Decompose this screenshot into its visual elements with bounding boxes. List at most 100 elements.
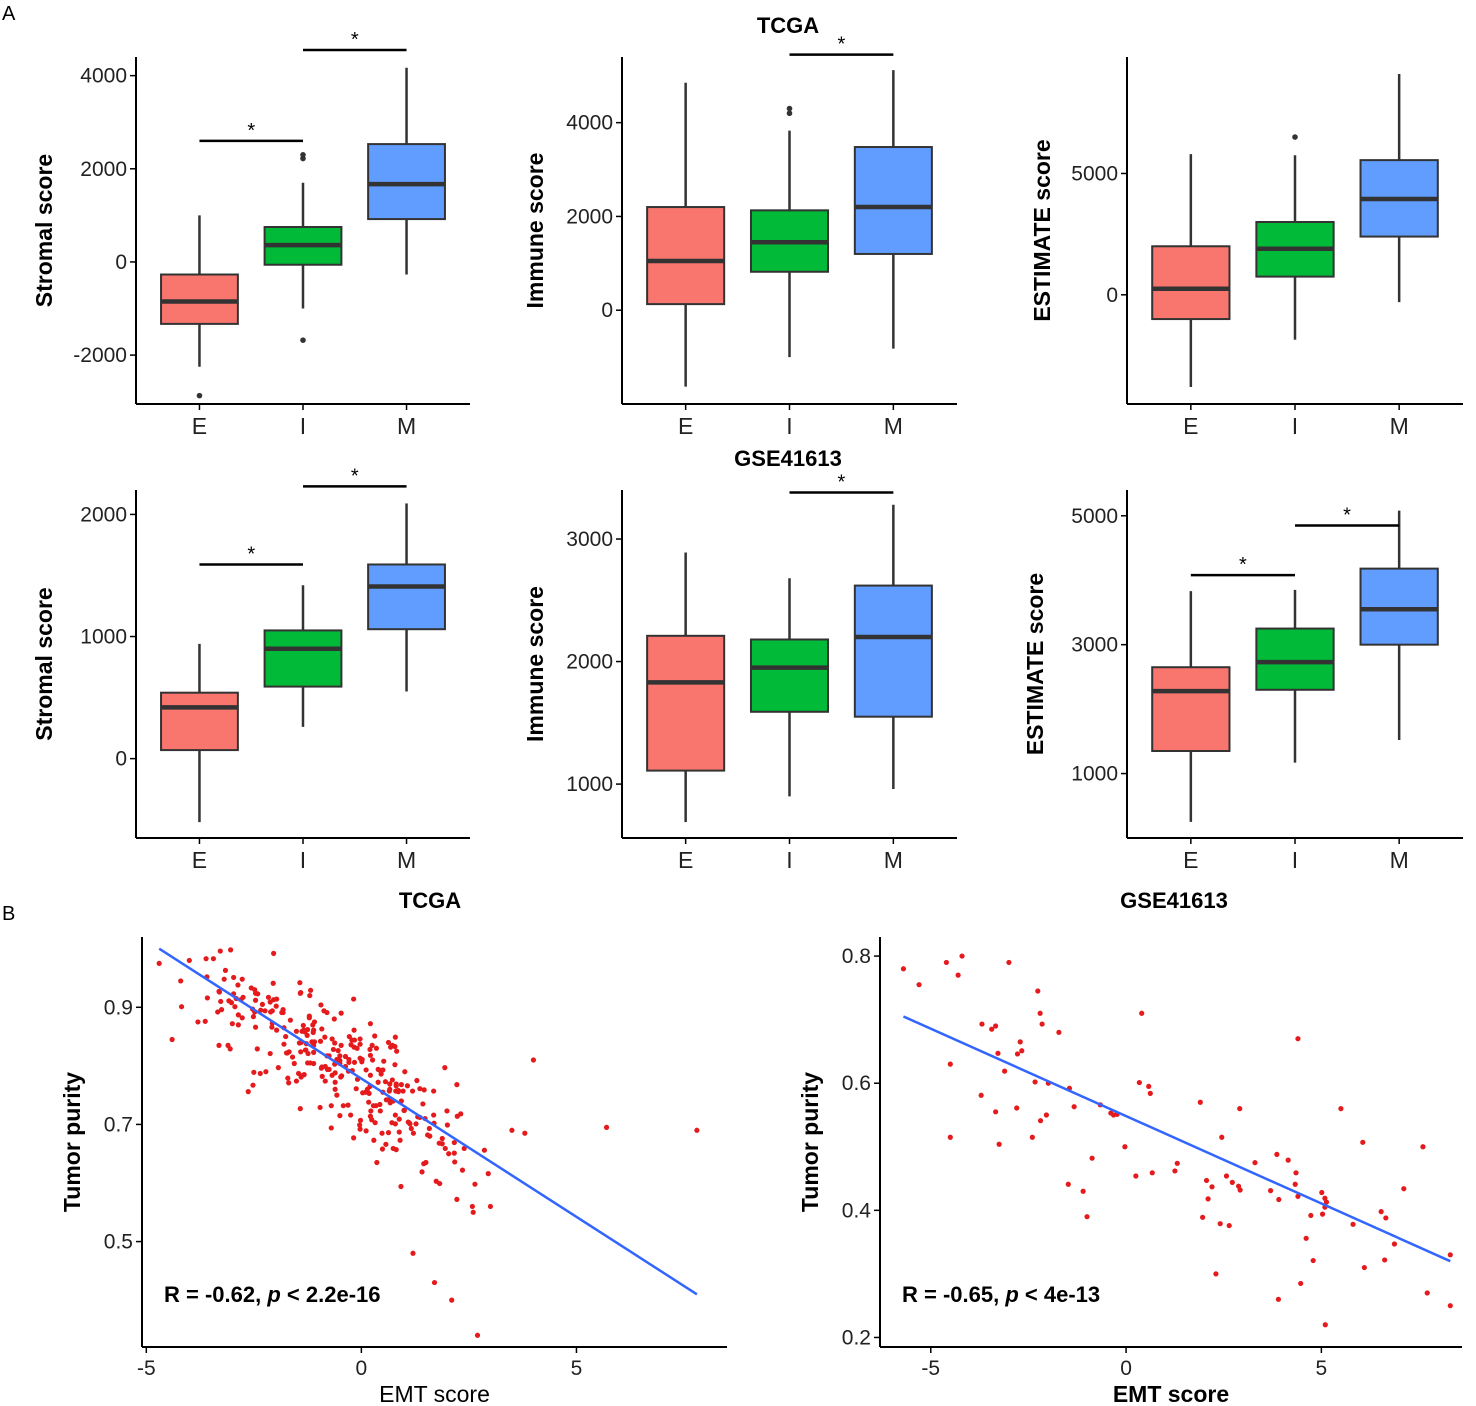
data-point	[442, 1145, 448, 1152]
box-M	[367, 563, 446, 631]
data-point	[1122, 1144, 1128, 1150]
data-point	[271, 997, 277, 1003]
y-tick-label: -2000	[73, 344, 127, 367]
data-point	[322, 1034, 328, 1040]
data-point	[947, 1061, 953, 1067]
data-point	[393, 1147, 399, 1153]
data-point	[337, 1053, 343, 1059]
data-point	[379, 1146, 386, 1152]
data-point	[398, 1183, 404, 1190]
significance-label: *	[1239, 554, 1247, 576]
data-point	[1213, 1271, 1219, 1277]
data-point	[308, 987, 314, 993]
data-point	[359, 1059, 365, 1065]
data-point	[487, 1203, 494, 1210]
data-point	[1136, 1079, 1142, 1086]
data-point	[186, 957, 192, 964]
y-tick-label: 1000	[566, 773, 613, 796]
data-point	[1383, 1215, 1389, 1221]
data-point	[353, 1086, 359, 1092]
data-point	[258, 1007, 264, 1013]
data-point	[368, 1108, 374, 1114]
data-point	[1200, 1214, 1206, 1220]
data-point	[363, 1067, 369, 1073]
data-point	[1174, 1160, 1180, 1166]
data-point	[433, 1178, 439, 1184]
data-point	[413, 1121, 419, 1127]
y-tick-label: 0	[115, 748, 127, 771]
data-point	[1217, 1221, 1223, 1227]
data-point	[452, 1159, 458, 1165]
box-outlier	[1292, 134, 1298, 140]
data-point	[270, 980, 276, 986]
data-point	[410, 1250, 416, 1256]
data-point	[328, 1103, 334, 1109]
y-axis-label: Immune score	[522, 586, 548, 742]
data-point	[395, 1087, 401, 1094]
data-point	[369, 1057, 376, 1063]
data-point	[204, 995, 210, 1001]
y-tick-label: 2000	[566, 205, 613, 228]
y-axis-label: ESTIMATE score	[1022, 573, 1048, 755]
data-point	[252, 1024, 259, 1030]
data-point	[1268, 1188, 1274, 1194]
data-point	[178, 1004, 185, 1010]
data-point	[449, 1297, 455, 1303]
data-point	[1019, 1048, 1025, 1054]
data-point	[217, 948, 223, 954]
data-point	[389, 1077, 395, 1083]
data-point	[287, 1017, 294, 1023]
data-point	[1401, 1186, 1407, 1192]
row-title-tcga: TCGA	[757, 13, 819, 38]
correlation-annotation: R = -0.62, p < 2.2e-16	[164, 1282, 380, 1307]
data-point	[900, 966, 907, 972]
data-point	[324, 1009, 330, 1016]
x-tick-label: E	[192, 413, 207, 439]
data-point	[351, 1135, 357, 1141]
data-point	[345, 1102, 351, 1108]
data-point	[351, 1027, 357, 1033]
data-point	[340, 1103, 346, 1109]
data-point	[1147, 1090, 1153, 1096]
data-point	[1338, 1106, 1344, 1112]
data-point	[297, 980, 303, 986]
data-point	[1002, 1068, 1008, 1074]
data-point	[420, 1101, 426, 1107]
data-point	[363, 1128, 369, 1134]
data-point	[372, 1033, 378, 1039]
data-point	[1172, 1168, 1178, 1174]
data-point	[461, 1145, 467, 1152]
box-I	[749, 638, 830, 713]
data-point	[297, 990, 303, 996]
data-point	[328, 1125, 334, 1131]
data-point	[1237, 1106, 1243, 1112]
data-point	[1295, 1036, 1301, 1042]
data-point	[257, 1070, 263, 1077]
data-point	[357, 1126, 363, 1132]
data-point	[1032, 1079, 1038, 1085]
y-tick-label: 0	[601, 299, 613, 322]
data-point	[369, 1042, 375, 1048]
data-point	[1308, 1212, 1314, 1219]
correlation-p-letter: p	[266, 1282, 280, 1307]
data-point	[348, 1042, 354, 1048]
data-point	[472, 1181, 478, 1187]
data-point	[387, 1081, 393, 1087]
data-point	[254, 1046, 260, 1052]
data-point	[1382, 1257, 1388, 1263]
data-point	[392, 1034, 398, 1040]
data-point	[370, 1103, 377, 1109]
data-point	[195, 1019, 201, 1025]
data-point	[1293, 1170, 1299, 1176]
data-point	[400, 1088, 406, 1094]
data-point	[305, 1026, 311, 1033]
data-point	[379, 1130, 385, 1136]
box-I	[263, 629, 343, 688]
data-point	[1071, 1104, 1077, 1110]
data-point	[989, 1026, 995, 1032]
data-point	[369, 1117, 375, 1123]
data-point	[289, 1054, 296, 1060]
correlation-r: R = -0.65,	[902, 1282, 1005, 1307]
data-point	[392, 1043, 398, 1050]
